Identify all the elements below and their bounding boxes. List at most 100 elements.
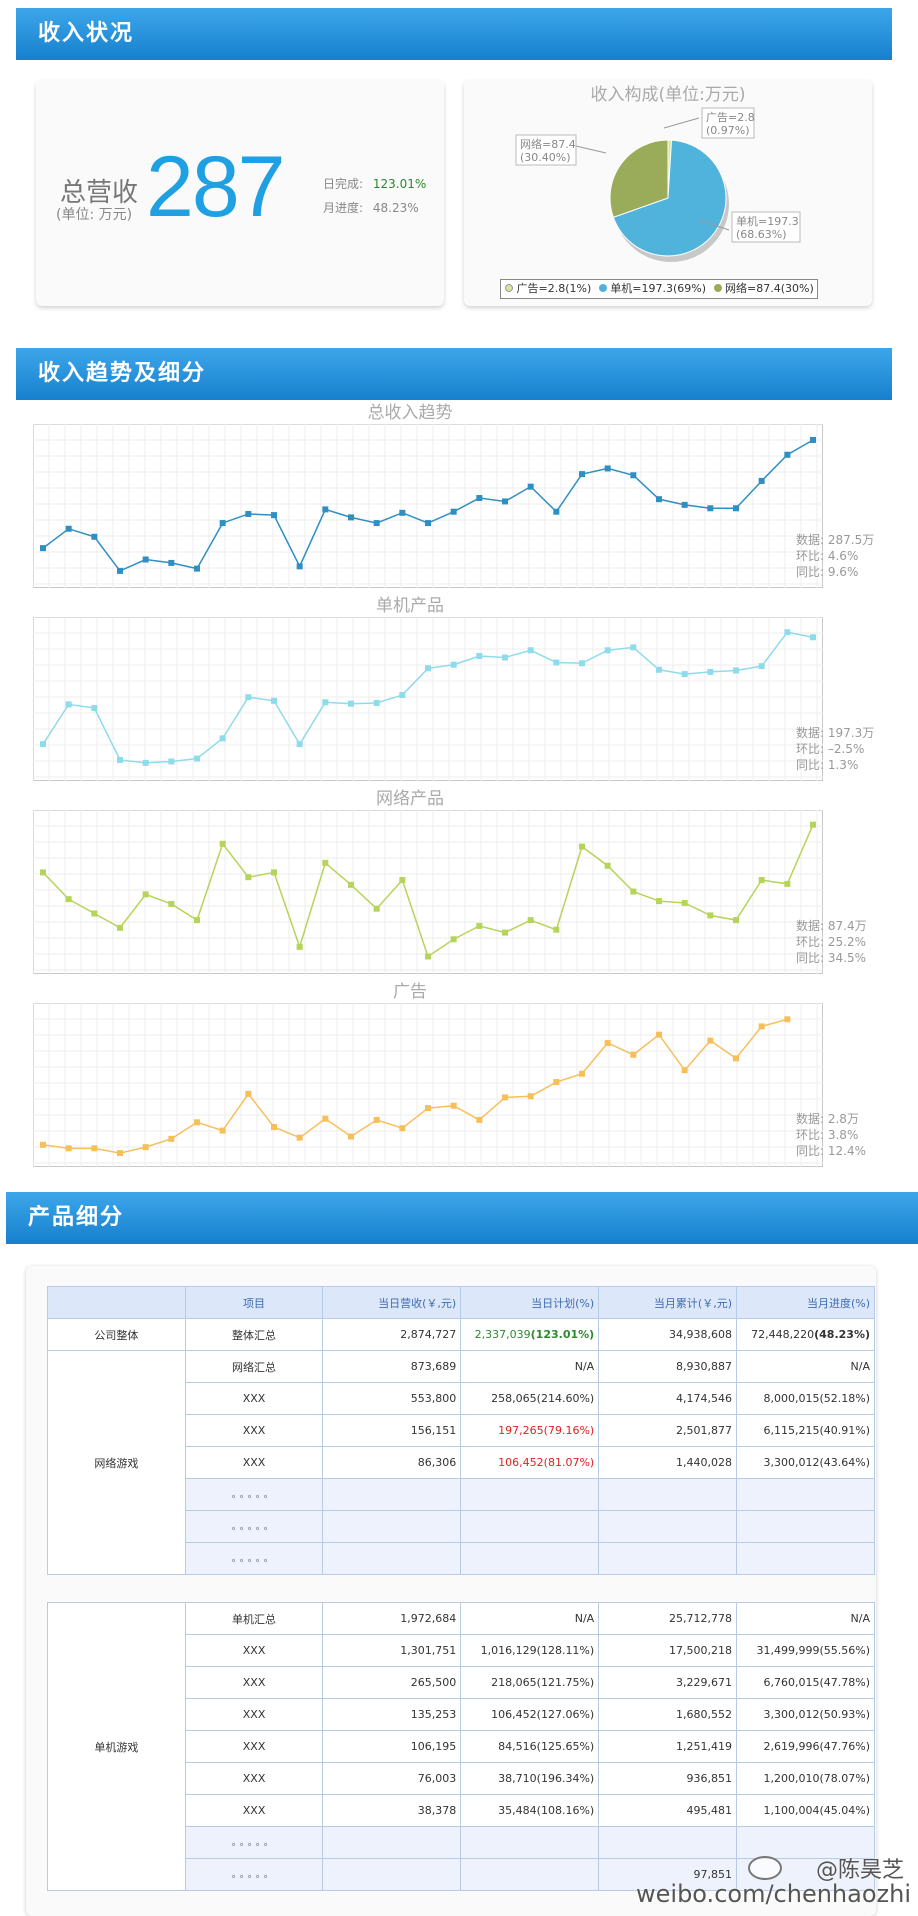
data-point <box>40 741 46 748</box>
product-table-2: 单机游戏 单机汇总 1,972,684 N/A 25,712,778 N/A XXX 1,30… <box>47 1602 875 1891</box>
data-point <box>579 660 585 667</box>
cell-plan: N/A <box>460 1350 600 1383</box>
data-point <box>194 1119 200 1126</box>
callout-net-2: (30.40%) <box>520 151 571 164</box>
data-point <box>707 1037 714 1044</box>
data-point <box>425 953 431 960</box>
cell-month: 495,481 <box>598 1794 737 1827</box>
data-point <box>40 869 46 876</box>
cell-month: 1,440,028 <box>598 1446 737 1479</box>
data-point <box>348 514 354 521</box>
cell-progress: 1,100,004(45.04%) <box>736 1794 875 1827</box>
callout-ad-1: 广告=2.8 <box>706 111 755 124</box>
line-chart-net <box>33 810 823 974</box>
stat-data: 数据: 2.8万 <box>796 1112 859 1126</box>
legend-net: 网络=87.4(30%) <box>725 282 814 295</box>
cell-plan: 106,452(81.07%) <box>460 1446 600 1479</box>
monthly-progress-value: 48.23% <box>372 201 419 215</box>
group-single-games: 单机游戏 <box>47 1602 186 1891</box>
data-point <box>553 1079 560 1086</box>
cell-item: XXX <box>184 1446 324 1479</box>
data-point <box>681 671 688 678</box>
data-point <box>810 821 816 828</box>
data-point <box>604 465 611 472</box>
cell-daily: 86,306 <box>322 1446 462 1479</box>
data-point <box>271 869 277 876</box>
cell-progress: 2,619,996(47.76%) <box>736 1730 875 1763</box>
data-point <box>373 905 380 912</box>
table-row: XXX 553,800 258,065(214.60%) 4,174,546 8,000… <box>48 1382 875 1415</box>
data-point <box>527 647 534 654</box>
table-row: 。。。。。 <box>48 1542 875 1575</box>
group-company: 公司整体 <box>47 1318 186 1351</box>
cell-month: 1,680,552 <box>598 1698 737 1731</box>
cell-progress: N/A <box>736 1602 875 1635</box>
cell-daily: 553,800 <box>322 1382 462 1415</box>
data-point <box>296 943 303 950</box>
data-point <box>553 659 560 666</box>
chart-frame <box>33 810 823 974</box>
stat-yoy: 同比: 9.6% <box>796 565 859 579</box>
data-point <box>194 755 200 762</box>
data-point <box>142 891 149 898</box>
col-header-progress: 当月进度(%) <box>736 1286 875 1319</box>
callout-single-2: (68.63%) <box>736 228 787 241</box>
data-point <box>348 700 354 707</box>
data-point <box>271 512 277 519</box>
legend-dot-ad <box>505 284 513 292</box>
data-point <box>502 654 508 661</box>
cell-plan-pct: (123.01%) <box>530 1328 595 1341</box>
revenue-composition-panel: 收入构成(单位:万元) 广告=2.8 (0.97%) 网络=87.4 (30.4… <box>464 80 872 306</box>
data-point <box>476 1116 483 1123</box>
table-row: XXX 106,195 84,516(125.65%) 1,251,419 2,619,… <box>48 1730 875 1763</box>
cell-plan: 258,065(214.60%) <box>460 1382 600 1415</box>
data-point <box>579 471 585 478</box>
data-point <box>219 840 226 847</box>
table-row: XXX 156,151 197,265(79.16%) 2,501,877 6,115,… <box>48 1414 875 1447</box>
data-point <box>142 759 149 766</box>
cell-progress: N/A <box>736 1350 875 1383</box>
data-point <box>168 1135 175 1142</box>
total-revenue-value: 287 <box>146 139 285 235</box>
data-point <box>784 1016 791 1023</box>
data-point <box>450 936 457 943</box>
cell-item: 。。。。。 <box>184 1826 324 1859</box>
weibo-icon <box>748 1856 782 1880</box>
cell-month: 17,500,218 <box>598 1634 737 1667</box>
table-row: 。。。。。 <box>48 1510 875 1543</box>
cell-daily: 38,378 <box>322 1794 462 1827</box>
cell-daily: 2,874,727 <box>322 1318 462 1351</box>
cell-progress: 6,760,015(47.78%) <box>736 1666 875 1699</box>
group-net-games: 网络游戏 <box>47 1350 186 1575</box>
data-point <box>245 694 252 701</box>
table-row: XXX 86,306 106,452(81.07%) 1,440,028 3,300,0… <box>48 1446 875 1479</box>
data-point <box>733 917 739 924</box>
data-point <box>425 1105 431 1112</box>
section-title: 收入趋势及细分 <box>38 361 207 386</box>
stat-yoy: 同比: 34.5% <box>796 951 866 965</box>
data-point <box>271 1124 277 1131</box>
cell-item: XXX <box>184 1634 324 1667</box>
cell-plan <box>460 1542 600 1575</box>
data-point <box>296 563 303 570</box>
cell-item: 。。。。。 <box>184 1478 324 1511</box>
data-point <box>630 472 637 479</box>
data-point <box>784 451 791 458</box>
cell-item: XXX <box>184 1382 324 1415</box>
data-point <box>784 880 791 887</box>
cell-daily <box>322 1542 462 1575</box>
data-point <box>553 508 560 515</box>
stat-yoy: 同比: 1.3% <box>796 758 859 772</box>
cell-progress: 3,300,012(43.64%) <box>736 1446 875 1479</box>
cell-item: 整体汇总 <box>184 1318 324 1351</box>
data-point <box>553 926 560 933</box>
data-point <box>399 1125 406 1132</box>
composition-title: 收入构成(单位:万元) <box>590 85 746 105</box>
stat-mom: 环比: 4.6% <box>796 549 859 563</box>
chart-title-total: 总收入趋势 <box>367 403 453 423</box>
cell-plan: 106,452(127.06%) <box>460 1698 600 1731</box>
cell-progress: 3,300,012(50.93%) <box>736 1698 875 1731</box>
cell-month: 936,851 <box>598 1762 737 1795</box>
data-point <box>630 1051 637 1058</box>
cell-plan: 197,265(79.16%) <box>460 1414 600 1447</box>
